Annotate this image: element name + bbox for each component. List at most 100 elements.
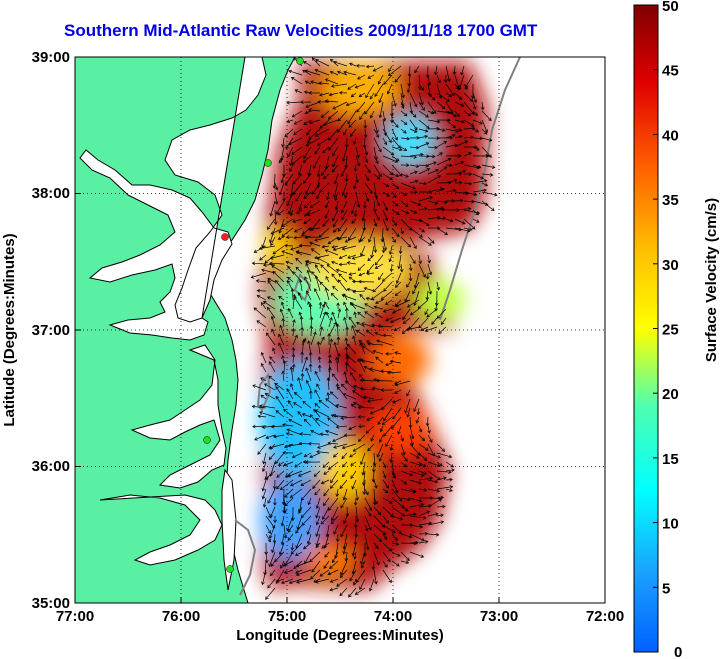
current-vector [391, 191, 397, 198]
current-vector [373, 137, 382, 152]
current-vector [339, 587, 348, 596]
current-vector [436, 227, 448, 235]
current-vector-head [274, 186, 279, 191]
current-vector-head [287, 265, 291, 270]
current-vector [418, 168, 430, 175]
current-vector [357, 312, 366, 319]
current-vector [336, 269, 348, 274]
current-vector-head [426, 168, 431, 172]
current-vector [299, 279, 303, 292]
current-vector-head [453, 178, 458, 183]
current-vector-head [305, 262, 309, 267]
current-vector [427, 119, 440, 123]
current-vector-head [397, 265, 401, 270]
current-vector [454, 74, 460, 89]
current-vector [253, 307, 267, 319]
current-vector [436, 443, 445, 452]
current-vector [353, 137, 357, 145]
current-vector-head [339, 592, 343, 597]
current-vector-head [376, 175, 381, 180]
current-vector-head [417, 305, 422, 309]
current-vector-head [340, 504, 344, 509]
current-vector [385, 362, 393, 366]
current-vector [314, 288, 321, 301]
current-vector-head [392, 529, 396, 534]
current-vector-head [344, 178, 349, 183]
current-vector [259, 254, 267, 261]
current-vector-head [279, 308, 284, 313]
current-vector-head [309, 316, 314, 320]
current-vector [359, 294, 366, 301]
current-vector [400, 551, 410, 561]
current-vector [352, 254, 366, 260]
current-vector [409, 218, 423, 222]
current-vector-head [384, 564, 388, 568]
current-vector [357, 74, 366, 80]
current-vector [373, 155, 379, 164]
current-vector-head [385, 362, 389, 367]
current-vector [286, 191, 294, 207]
current-vector [436, 506, 446, 508]
current-vector-head [330, 520, 335, 525]
current-vector [400, 560, 409, 564]
current-vector [381, 290, 393, 300]
current-vector-head [340, 533, 344, 538]
current-vector [409, 461, 422, 466]
current-vector-head [280, 301, 285, 306]
current-vector-head [307, 227, 311, 231]
current-vector-head [394, 382, 399, 387]
current-vector [284, 245, 294, 247]
current-vector-head [293, 565, 297, 569]
current-vector [364, 311, 375, 319]
current-vector-head [395, 489, 399, 494]
current-vector-head [278, 462, 282, 466]
current-vector [425, 326, 438, 332]
current-vector-head [410, 435, 415, 440]
current-vector [385, 434, 393, 447]
current-vector-head [280, 179, 285, 184]
current-vector-head [284, 243, 288, 248]
current-vector-head [323, 565, 327, 569]
current-vector-head [377, 421, 381, 425]
current-vector-head [298, 243, 303, 248]
current-vector-head [409, 472, 414, 477]
current-vector-head [332, 224, 336, 228]
current-vector [407, 299, 420, 308]
current-vector [454, 191, 469, 194]
current-vector-head [340, 416, 344, 420]
current-vector-head [299, 432, 303, 436]
current-vector-head [321, 545, 325, 549]
current-vector-head [259, 404, 263, 408]
current-vector [409, 146, 419, 149]
current-vector-head [330, 292, 335, 297]
current-vector [310, 200, 321, 208]
current-vector [436, 158, 451, 166]
current-vector-head [329, 338, 334, 342]
current-vector-head [268, 563, 272, 568]
current-vector-head [290, 551, 295, 555]
current-vector-head [294, 89, 299, 93]
current-vector-head [264, 383, 268, 387]
current-vector-head [382, 309, 387, 313]
current-vector-head [319, 432, 324, 437]
current-vector-head [413, 245, 417, 249]
current-vector-head [362, 144, 367, 149]
current-vector-head [314, 288, 318, 292]
current-vector [315, 264, 321, 274]
current-vector [342, 443, 357, 449]
current-vector [320, 264, 330, 274]
current-vector-head [374, 93, 378, 97]
current-vector [436, 217, 446, 220]
current-vector-head [322, 223, 326, 227]
current-vector-head [341, 445, 346, 450]
current-vector-head [269, 239, 273, 244]
current-vector [349, 128, 357, 137]
current-vector-head [340, 209, 345, 214]
current-vector-head [449, 477, 453, 482]
current-vector-head [290, 482, 294, 487]
current-vector-head [357, 415, 361, 419]
current-vector [381, 398, 393, 410]
current-vector-head [420, 502, 425, 507]
current-vector [302, 401, 312, 409]
current-vector-head [333, 60, 337, 65]
